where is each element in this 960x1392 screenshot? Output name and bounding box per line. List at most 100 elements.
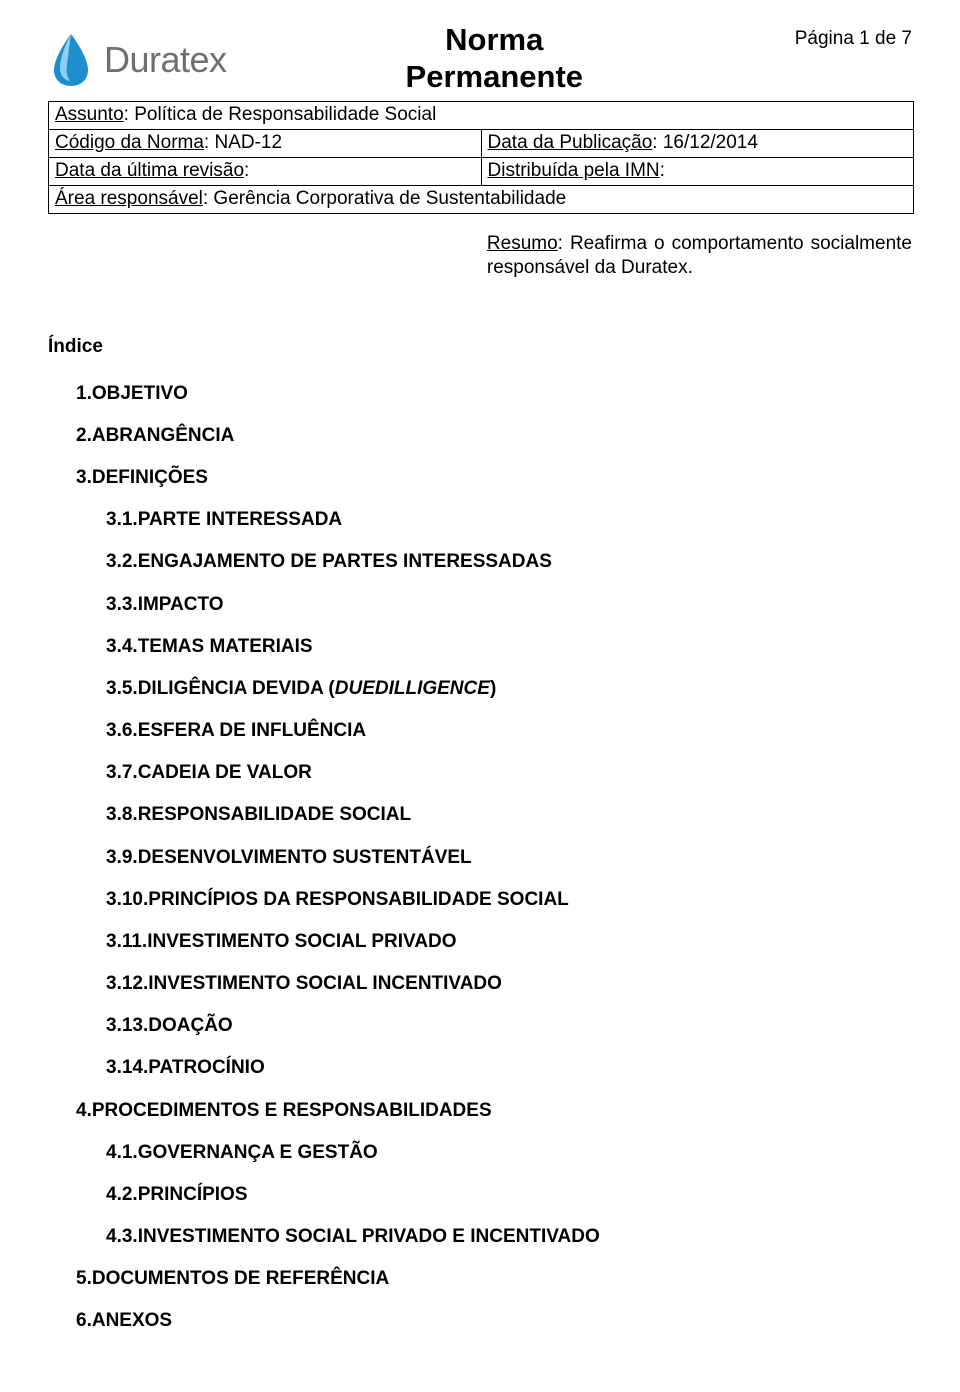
assunto-value: : Política de Responsabilidade Social — [124, 104, 437, 125]
toc-text-italic: DUEDILLIGENCE — [335, 678, 490, 699]
toc-number: 3.12. — [106, 972, 148, 995]
toc-text: INVESTIMENTO SOCIAL PRIVADO — [147, 931, 456, 952]
toc-text: DOCUMENTOS DE REFERÊNCIA — [92, 1268, 389, 1289]
toc-entry: 3.7. CADEIA DE VALOR — [48, 761, 912, 784]
toc-entry: 3.10. PRINCÍPIOS DA RESPONSABILIDADE SOC… — [48, 888, 912, 911]
toc-number: 3.5. — [106, 677, 138, 700]
toc-entry: 3.11. INVESTIMENTO SOCIAL PRIVADO — [48, 930, 912, 953]
toc-number: 3.6. — [106, 719, 138, 742]
meta-table: Assunto: Política de Responsabilidade So… — [48, 101, 914, 214]
toc-text: PATROCÍNIO — [148, 1057, 264, 1078]
toc-number: 5. — [76, 1267, 92, 1290]
meta-distrib: Distribuída pela IMN: — [482, 158, 914, 185]
toc-entry: 2. ABRANGÊNCIA — [48, 424, 912, 447]
toc-entry: 5. DOCUMENTOS DE REFERÊNCIA — [48, 1267, 912, 1290]
toc-entry: 3.4. TEMAS MATERIAIS — [48, 635, 912, 658]
area-value: : Gerência Corporativa de Sustentabilida… — [203, 188, 566, 209]
toc-entry: 3.9. DESENVOLVIMENTO SUSTENTÁVEL — [48, 846, 912, 869]
toc-number: 3.1. — [106, 508, 138, 531]
toc-number: 3.3. — [106, 593, 138, 616]
toc-text: DESENVOLVIMENTO SUSTENTÁVEL — [138, 847, 472, 868]
toc-number: 3.2. — [106, 550, 138, 573]
area-label: Área responsável — [55, 188, 203, 209]
distrib-label: Distribuída pela IMN — [488, 160, 660, 181]
document-title: Norma Permanente — [227, 22, 762, 95]
toc-number: 4.1. — [106, 1141, 138, 1164]
toc-number: 3.11. — [106, 930, 147, 953]
assunto-label: Assunto — [55, 104, 124, 125]
title-line-2: Permanente — [227, 59, 762, 96]
table-of-contents: 1. OBJETIVO2. ABRANGÊNCIA3. DEFINIÇÕES3.… — [48, 382, 912, 1333]
toc-number: 1. — [76, 382, 92, 405]
toc-number: 4.2. — [106, 1183, 138, 1206]
data-pub-label: Data da Publicação — [488, 132, 653, 153]
toc-entry: 3.14. PATROCÍNIO — [48, 1056, 912, 1079]
meta-assunto: Assunto: Política de Responsabilidade So… — [49, 102, 913, 129]
toc-text: IMPACTO — [138, 594, 224, 615]
toc-text: ESFERA DE INFLUÊNCIA — [138, 720, 366, 741]
toc-text: RESPONSABILIDADE SOCIAL — [138, 804, 411, 825]
toc-number: 3.10. — [106, 888, 148, 911]
data-rev-label: Data da última revisão — [55, 160, 244, 181]
toc-number: 3.13. — [106, 1014, 148, 1037]
title-line-1: Norma — [227, 22, 762, 59]
toc-text: CADEIA DE VALOR — [138, 762, 312, 783]
logo-wordmark: Duratex — [104, 39, 227, 81]
toc-entry: 3.6. ESFERA DE INFLUÊNCIA — [48, 719, 912, 742]
toc-number: 4.3. — [106, 1225, 138, 1248]
toc-number: 2. — [76, 424, 92, 447]
toc-text: PRINCÍPIOS DA RESPONSABILIDADE SOCIAL — [148, 889, 569, 910]
toc-entry: 4.1. GOVERNANÇA E GESTÃO — [48, 1141, 912, 1164]
data-rev-value: : — [244, 160, 249, 181]
toc-text: DILIGÊNCIA DEVIDA ( — [138, 678, 335, 699]
toc-entry: 3.2. ENGAJAMENTO DE PARTES INTERESSADAS — [48, 550, 912, 573]
toc-text: ENGAJAMENTO DE PARTES INTERESSADAS — [138, 551, 552, 572]
toc-text: INVESTIMENTO SOCIAL INCENTIVADO — [148, 973, 502, 994]
toc-entry: 3.13. DOAÇÃO — [48, 1014, 912, 1037]
toc-number: 3.14. — [106, 1056, 148, 1079]
toc-number: 4. — [76, 1099, 92, 1122]
meta-row-assunto: Assunto: Política de Responsabilidade So… — [49, 102, 913, 130]
meta-codigo: Código da Norma: NAD-12 — [49, 130, 482, 157]
data-pub-value: : 16/12/2014 — [652, 132, 758, 153]
header-row: Duratex Norma Permanente Página 1 de 7 — [48, 24, 912, 95]
toc-entry: 4. PROCEDIMENTOS E RESPONSABILIDADES — [48, 1099, 912, 1122]
index-heading: Índice — [48, 336, 912, 358]
toc-number: 3.9. — [106, 846, 138, 869]
page-indicator: Página 1 de 7 — [762, 28, 912, 50]
codigo-label: Código da Norma — [55, 132, 204, 153]
meta-data-rev: Data da última revisão: — [49, 158, 482, 185]
toc-number: 3. — [76, 466, 92, 489]
toc-number: 6. — [76, 1309, 92, 1332]
meta-area: Área responsável: Gerência Corporativa d… — [49, 186, 913, 213]
toc-entry: 3.3. IMPACTO — [48, 593, 912, 616]
toc-text: TEMAS MATERIAIS — [138, 636, 313, 657]
toc-text: INVESTIMENTO SOCIAL PRIVADO E INCENTIVAD… — [138, 1226, 600, 1247]
toc-entry: 3. DEFINIÇÕES — [48, 466, 912, 489]
toc-text: PROCEDIMENTOS E RESPONSABILIDADES — [92, 1100, 492, 1121]
meta-row-codigo: Código da Norma: NAD-12 Data da Publicaç… — [49, 130, 913, 158]
logo-block: Duratex — [48, 32, 227, 88]
toc-entry: 3.12. INVESTIMENTO SOCIAL INCENTIVADO — [48, 972, 912, 995]
meta-data-pub: Data da Publicação: 16/12/2014 — [482, 130, 914, 157]
toc-number: 3.7. — [106, 761, 138, 784]
toc-number: 3.8. — [106, 803, 138, 826]
toc-text: DEFINIÇÕES — [92, 467, 208, 488]
toc-text: ANEXOS — [92, 1310, 172, 1331]
document-page: Duratex Norma Permanente Página 1 de 7 A… — [0, 0, 960, 1392]
codigo-value: : NAD-12 — [204, 132, 282, 153]
toc-number: 3.4. — [106, 635, 138, 658]
meta-row-area: Área responsável: Gerência Corporativa d… — [49, 186, 913, 214]
toc-entry: 3.5. DILIGÊNCIA DEVIDA (DUEDILLIGENCE) — [48, 677, 912, 700]
toc-entry: 4.3. INVESTIMENTO SOCIAL PRIVADO E INCEN… — [48, 1225, 912, 1248]
meta-row-revisao: Data da última revisão: Distribuída pela… — [49, 158, 913, 186]
toc-text: ) — [490, 678, 496, 699]
distrib-value: : — [660, 160, 665, 181]
toc-entry: 1. OBJETIVO — [48, 382, 912, 405]
toc-entry: 3.8. RESPONSABILIDADE SOCIAL — [48, 803, 912, 826]
drop-icon — [48, 32, 94, 88]
summary-block: Resumo: Reafirma o comportamento socialm… — [487, 232, 912, 280]
summary-label: Resumo — [487, 233, 558, 254]
toc-entry: 3.1. PARTE INTERESSADA — [48, 508, 912, 531]
toc-text: ABRANGÊNCIA — [92, 425, 235, 446]
